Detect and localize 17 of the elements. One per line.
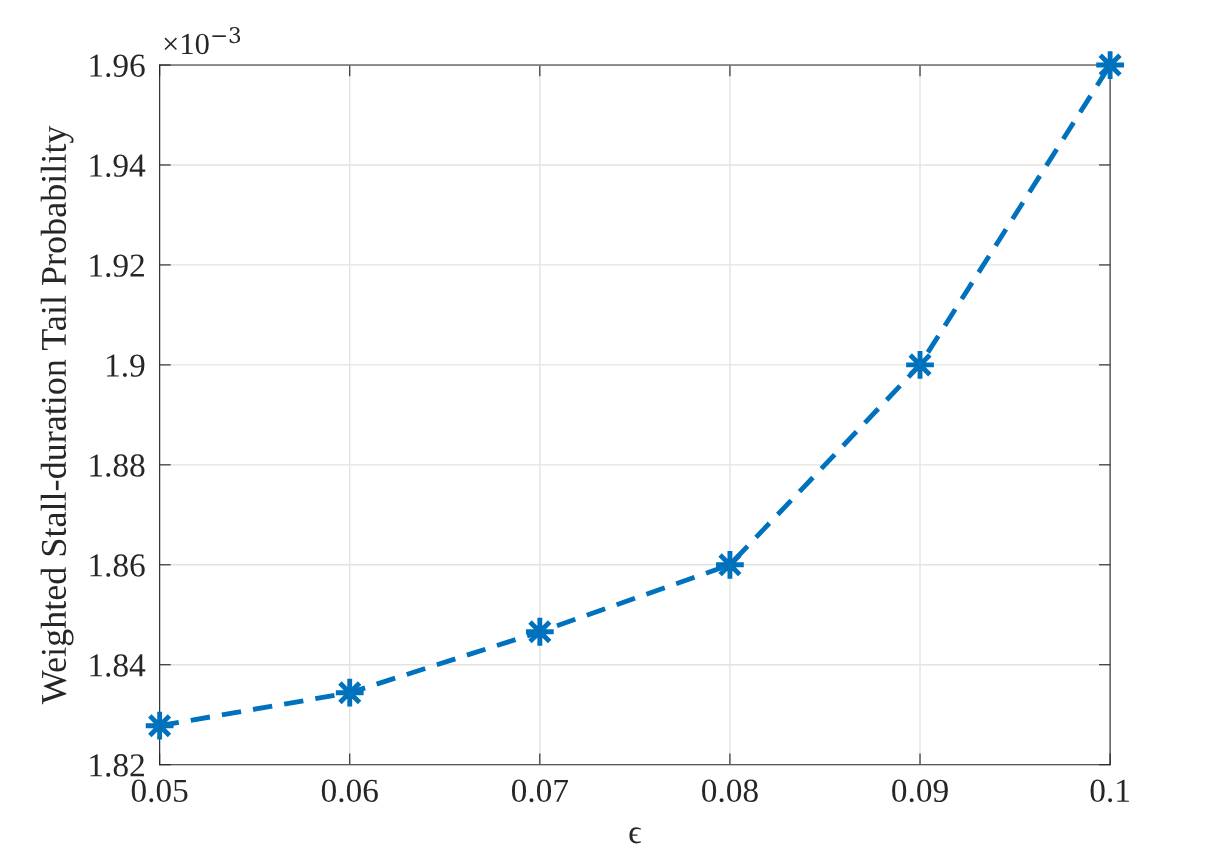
x-tick-label: 0.1 bbox=[1090, 779, 1129, 803]
y-tick-label: 1.96 bbox=[90, 54, 145, 78]
y-tick-label: 1.94 bbox=[90, 154, 146, 178]
x-tick-label: 0.07 bbox=[511, 779, 569, 803]
y-axis-title: Weighted Stall-duration Tail Probability bbox=[40, 125, 74, 705]
x-axis-title: ϵ bbox=[629, 827, 641, 844]
text: ×10$^{−3}$ bbox=[164, 26, 241, 55]
y-tick-label: 1.92 bbox=[90, 254, 144, 277]
x-tick-label: 0.09 bbox=[892, 779, 948, 803]
x-tick-label: 0.06 bbox=[321, 779, 378, 803]
y-tick-label: 1.86 bbox=[90, 554, 145, 577]
y-tick-label: 1.88 bbox=[90, 454, 145, 477]
y-tick-label: 1.9 bbox=[107, 354, 145, 377]
x-tick-label: 0.05 bbox=[131, 779, 188, 803]
y-tick-label: 1.84 bbox=[90, 654, 146, 677]
x-tick-label: 0.08 bbox=[702, 779, 758, 803]
y-tick-label: 1.82 bbox=[90, 754, 144, 777]
